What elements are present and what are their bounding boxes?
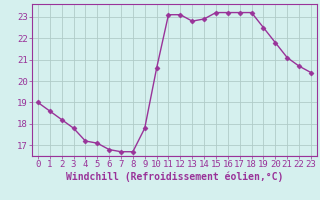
- X-axis label: Windchill (Refroidissement éolien,°C): Windchill (Refroidissement éolien,°C): [66, 172, 283, 182]
